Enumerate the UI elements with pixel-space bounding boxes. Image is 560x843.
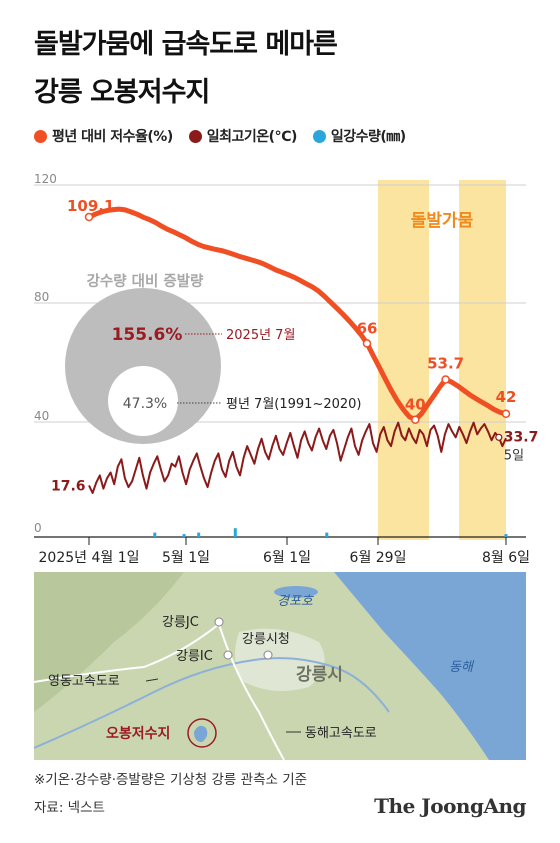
- map-label-donghae: 동해: [449, 660, 475, 675]
- source-note: ※기온·강수량·증발량은 기상청 강릉 관측소 기준: [34, 772, 308, 788]
- inset-title: 강수량 대비 증발량: [87, 272, 204, 290]
- precipitation-bar: [504, 534, 508, 537]
- map-leader-yeongdong: [145, 678, 159, 682]
- reservoir-point-label: 42: [496, 388, 517, 406]
- precipitation-bar: [233, 528, 237, 537]
- gangneung-map: 경포호 동해 강릉JC 강릉시청 강릉IC 강릉시 영동고속도로 오봉저수지 동…: [34, 572, 526, 760]
- legend-item-reservoir: 평년 대비 저수율(%): [34, 126, 173, 146]
- map-label-gangneung-cityhall: 강릉시청: [242, 632, 290, 647]
- legend-swatch-temperature: [188, 129, 202, 143]
- legend-swatch-precipitation: [312, 129, 326, 143]
- temperature-end-marker: [495, 433, 503, 441]
- x-axis: 2025년 4월 1일 5월 1일 6월 1일 6월 29일 8월 6일: [39, 537, 530, 566]
- reservoir-rate-labeled-points: 109.1 66 40 53.7 42: [67, 197, 517, 424]
- y-tick-80: 80: [34, 290, 49, 304]
- data-source: 자료: 넥스트: [34, 800, 105, 816]
- x-tick-label-3: 6월 1일: [263, 550, 311, 566]
- x-tick-label-2: 5월 1일: [162, 550, 210, 566]
- reservoir-point-label: 40: [405, 396, 426, 414]
- precipitation-bar: [325, 532, 329, 537]
- precipitation-bar: [182, 534, 186, 537]
- legend-label-reservoir: 평년 대비 저수율(%): [52, 129, 173, 145]
- yeongdong-expressway-line: [34, 623, 220, 683]
- x-tick-label-4: 6월 29일: [350, 550, 407, 566]
- reservoir-point-label: 66: [357, 319, 378, 337]
- chart-legend: 평년 대비 저수율(%) 일최고기온(℃) 일강수량(㎜): [34, 126, 406, 146]
- legend-label-precipitation: 일강수량(㎜): [330, 129, 406, 145]
- reservoir-rate-line: [86, 206, 509, 423]
- reservoir-chart: 120 80 40 0 돌발가뭄 강수량 대비 증발량 155.6% 2025년…: [34, 172, 538, 566]
- map-label-gyeongpoho: 경포호: [277, 594, 314, 609]
- x-tick-label-1: 2025년 4월 1일: [39, 550, 140, 566]
- inset-outer-label: 2025년 7월: [226, 328, 295, 343]
- temperature-end-date-label: 5일: [504, 448, 524, 463]
- map-city-area: [235, 628, 325, 691]
- inset-outer-value: 155.6%: [112, 325, 183, 345]
- drought-band-1: [378, 180, 429, 540]
- obong-reservoir-marker: [187, 718, 217, 748]
- temperature-line: [88, 421, 507, 494]
- gangneung-jc-marker: [214, 617, 224, 627]
- map-label-gangneung-ic: 강릉IC: [176, 649, 213, 664]
- temperature-start-label: 17.6: [51, 478, 86, 494]
- map-label-donghae-expressway: 동해고속도로: [305, 726, 377, 741]
- reservoir-point-marker: [84, 212, 94, 222]
- drought-period-bands: [378, 180, 506, 540]
- y-axis-ticks: 120 80 40 0: [34, 172, 57, 535]
- map-sea: [334, 572, 526, 760]
- reservoir-point-marker: [362, 339, 372, 348]
- y-tick-40: 40: [34, 409, 49, 423]
- page-title-line2: 강릉 오봉저수지: [34, 77, 210, 108]
- evaporation-inset: 강수량 대비 증발량 155.6% 2025년 7월 47.3% 평년 7월(1…: [65, 272, 362, 444]
- drought-label: 돌발가뭄: [411, 211, 474, 231]
- precipitation-bar: [153, 532, 157, 537]
- y-tick-0: 0: [34, 521, 42, 535]
- map-label-obong-reservoir: 오봉저수지: [106, 726, 170, 742]
- temperature-end-label: 33.7: [504, 429, 539, 445]
- gyeongpo-lake: [274, 586, 318, 598]
- inset-inner-label: 평년 7월(1991~2020): [226, 397, 362, 412]
- obong-reservoir-water: [194, 725, 208, 742]
- reservoir-point-label: 53.7: [427, 355, 464, 373]
- legend-item-temperature: 일최고기온(℃): [188, 126, 298, 146]
- reservoir-point-marker: [501, 409, 511, 419]
- precipitation-bars: [153, 528, 508, 537]
- inset-inner-value: 47.3%: [123, 396, 167, 412]
- brand-logo: The JoongAng: [374, 794, 526, 818]
- legend-swatch-reservoir: [34, 129, 47, 143]
- map-label-gangneung-jc: 강릉JC: [162, 615, 199, 630]
- gangneung-ic-marker: [223, 650, 233, 660]
- legend-label-temperature: 일최고기온(℃): [206, 129, 298, 145]
- map-label-gangneung-si: 강릉시: [296, 665, 343, 685]
- page-title-line1: 돌발가뭄에 급속도로 메마른: [34, 29, 338, 60]
- reservoir-point-marker: [441, 375, 450, 384]
- donghae-expressway-line: [218, 623, 285, 760]
- precipitation-bar: [197, 532, 201, 537]
- legend-item-precipitation: 일강수량(㎜): [312, 126, 406, 146]
- map-label-yeongdong-expressway: 영동고속도로: [48, 674, 120, 689]
- river: [34, 657, 390, 749]
- inset-inner-circle: [108, 366, 178, 436]
- drought-band-2: [459, 180, 506, 540]
- reservoir-point-marker: [411, 415, 420, 424]
- x-tick-label-5: 8월 6일: [482, 550, 530, 566]
- reservoir-point-label: 109.1: [67, 197, 114, 215]
- gridlines: [34, 184, 526, 538]
- y-tick-120: 120: [34, 172, 57, 186]
- temperature-labeled-points: 17.6 33.7 5일: [51, 429, 538, 494]
- gangneung-cityhall-marker: [263, 650, 273, 660]
